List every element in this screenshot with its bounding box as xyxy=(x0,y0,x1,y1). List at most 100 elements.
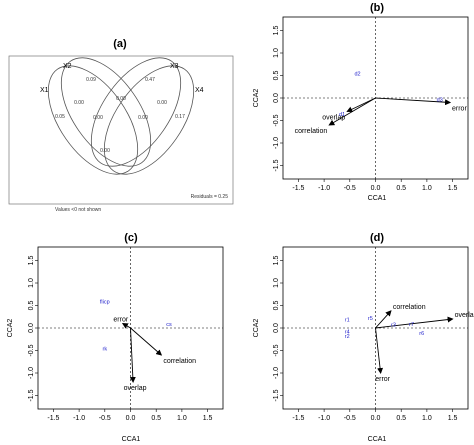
y-tick-label: 1.0 xyxy=(273,278,280,288)
y-tick-label: -0.5 xyxy=(273,114,280,126)
site-label-r3: r3 xyxy=(391,323,396,329)
venn-set-label-x4: X4 xyxy=(195,87,204,94)
venn-value-x3: 0.47 xyxy=(145,77,155,83)
y-tick-label: 1.0 xyxy=(273,48,280,58)
panel-d-marks: -1.5 -1.0 -0.5 0.0 0.5 1.0 1.5 1.5 1.0 0.5 0.0 -0.5… xyxy=(273,247,474,422)
panel-c: (c) CCA1 CCA2 -1.5 -1.0 -0.5 0.0 0.5 1.0 1.5 1.… xyxy=(7,232,224,443)
arrow-label-error: error xyxy=(375,376,390,383)
y-tick-label: 1.5 xyxy=(273,26,280,36)
venn-value-x2: 0.09 xyxy=(86,77,96,83)
x-tick-label: -0.5 xyxy=(344,185,356,192)
panel-b-ylabel: CCA2 xyxy=(253,89,260,108)
arrow-error xyxy=(121,322,131,329)
x-tick-label: 0.0 xyxy=(371,185,381,192)
site-label-r5: r5 xyxy=(368,316,373,322)
site-label-r6: r6 xyxy=(419,331,424,337)
panel-d-ylabel: CCA2 xyxy=(253,319,260,338)
x-tick-label: 0.0 xyxy=(371,415,381,422)
y-tick-label: 0.0 xyxy=(273,93,280,103)
venn-value-center-left: 0.00 xyxy=(93,115,103,121)
x-tick-label: 0.0 xyxy=(126,415,136,422)
venn-footnote: Values <0 not shown xyxy=(55,207,101,213)
x-tick-label: 1.0 xyxy=(177,415,187,422)
y-tick-label: -0.5 xyxy=(28,344,35,356)
y-tick-label: -0.5 xyxy=(273,344,280,356)
site-label-d1: d1 xyxy=(339,112,345,118)
y-tick-label: -1.0 xyxy=(273,367,280,379)
x-tick-label: -0.5 xyxy=(344,415,356,422)
venn-set-label-x3: X3 xyxy=(170,63,179,70)
y-tick-label: -1.0 xyxy=(28,367,35,379)
arrow-label-correlation: correlation xyxy=(163,358,196,365)
arrow-label-error: error xyxy=(452,106,467,113)
arrow-error xyxy=(375,97,452,106)
venn-value-x1: 0.05 xyxy=(55,114,65,120)
x-tick-label: 1.5 xyxy=(448,185,458,192)
site-label-cs: cs xyxy=(166,322,172,328)
residuals-label: Residuals = 0.25 xyxy=(191,194,229,200)
x-tick-label: 0.5 xyxy=(396,415,406,422)
arrow-correlation xyxy=(375,310,392,329)
arrow-label-overlap: overlap xyxy=(322,115,345,122)
venn-set-label-x2: X2 xyxy=(63,63,72,70)
arrow-correlation xyxy=(328,97,376,126)
venn-ellipse-x2 xyxy=(60,57,152,167)
panel-b: (b) CCA1 CCA2 -1.5 -1.0 -0.5 0.0 0.5 1.0 1.5 1.… xyxy=(253,2,469,202)
panel-a: (a) X1 X2 X3 X4 0.05 0.09 0.47 0.17 0.00… xyxy=(8,38,234,213)
x-tick-label: -1.5 xyxy=(47,415,59,422)
venn-value-x3x4: 0.00 xyxy=(157,100,167,106)
venn-value-bottom-center: 0.00 xyxy=(100,148,110,154)
panel-c-title: (c) xyxy=(124,232,138,244)
y-tick-label: 0.0 xyxy=(28,323,35,333)
x-tick-label: -1.0 xyxy=(318,415,330,422)
arrow-correlation xyxy=(130,327,163,356)
site-label-r1: r1 xyxy=(345,317,350,323)
site-label-d2: d2 xyxy=(354,72,360,78)
panel-d-title: (d) xyxy=(370,232,384,244)
y-tick-label: 0.0 xyxy=(273,323,280,333)
y-tick-label: 1.5 xyxy=(28,256,35,266)
y-tick-label: -1.5 xyxy=(273,389,280,401)
panel-d: (d) CCA1 CCA2 -1.5 -1.0 -0.5 0.0 0.5 1.0 1.5 1.… xyxy=(253,232,474,443)
site-label-r7: r7 xyxy=(409,322,414,328)
site-label-r4: r4 xyxy=(345,329,350,335)
arrow-overlap xyxy=(129,327,136,383)
venn-set-label-x1: X1 xyxy=(40,87,49,94)
x-tick-label: 0.5 xyxy=(396,185,406,192)
arrow-label-correlation: correlation xyxy=(393,304,426,311)
x-tick-label: -0.5 xyxy=(99,415,111,422)
panel-b-title: (b) xyxy=(370,2,384,14)
venn-value-x2x3: 0.00 xyxy=(116,96,126,102)
arrow-label-overlap: overlap xyxy=(124,385,147,392)
venn-frame xyxy=(8,55,234,205)
venn-value-x4: 0.17 xyxy=(175,114,185,120)
arrow-label-correlation: correlation xyxy=(295,128,328,135)
site-label-rk: rk xyxy=(103,347,108,353)
y-tick-label: 0.5 xyxy=(273,301,280,311)
y-tick-label: 1.0 xyxy=(28,278,35,288)
panel-a-title: (a) xyxy=(113,38,127,50)
y-tick-label: 0.5 xyxy=(273,71,280,81)
venn-value-x1x2: 0.00 xyxy=(74,100,84,106)
arrow-error xyxy=(375,327,384,374)
x-tick-label: -1.5 xyxy=(292,415,304,422)
panel-c-marks: -1.5 -1.0 -0.5 0.0 0.5 1.0 1.5 1.5 1.0 0.5 0.0 -0.5… xyxy=(28,247,223,422)
panel-d-xlabel: CCA1 xyxy=(368,436,387,443)
x-tick-label: 1.5 xyxy=(203,415,213,422)
x-tick-label: 1.0 xyxy=(422,185,432,192)
panel-c-xlabel: CCA1 xyxy=(122,436,141,443)
arrow-label-error: error xyxy=(113,317,128,324)
x-tick-label: -1.5 xyxy=(292,185,304,192)
panel-b-xlabel: CCA1 xyxy=(368,195,387,202)
arrow-overlap xyxy=(375,316,454,329)
site-label-r2: r2 xyxy=(345,334,350,340)
y-tick-label: -1.5 xyxy=(28,389,35,401)
x-tick-label: -1.0 xyxy=(73,415,85,422)
venn-value-center-right: 0.00 xyxy=(138,115,148,121)
x-tick-label: 0.5 xyxy=(151,415,161,422)
y-tick-label: 0.5 xyxy=(28,301,35,311)
arrow-label-overlap: overlap xyxy=(455,312,474,319)
venn-ellipse-x1 xyxy=(47,65,139,175)
x-tick-label: 1.0 xyxy=(422,415,432,422)
